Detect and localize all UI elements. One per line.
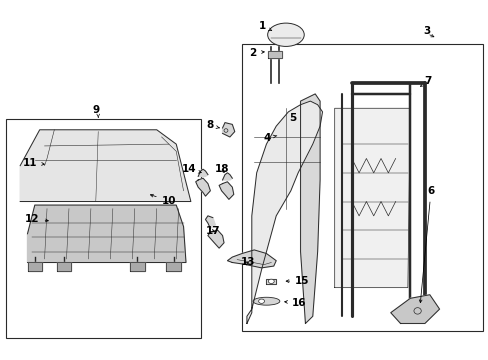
Polygon shape	[166, 262, 181, 271]
Text: 5: 5	[289, 113, 296, 123]
Polygon shape	[27, 262, 42, 271]
Text: 15: 15	[285, 276, 309, 286]
Polygon shape	[207, 230, 224, 248]
Text: 3: 3	[423, 26, 430, 36]
Polygon shape	[246, 101, 322, 323]
Polygon shape	[300, 94, 320, 323]
Text: 7: 7	[424, 76, 431, 86]
Bar	[242, 44, 483, 330]
Polygon shape	[130, 262, 144, 271]
Ellipse shape	[268, 279, 274, 283]
Ellipse shape	[252, 297, 279, 305]
Text: 17: 17	[205, 226, 220, 236]
Polygon shape	[219, 182, 233, 199]
Polygon shape	[266, 279, 276, 284]
Polygon shape	[334, 108, 409, 288]
Polygon shape	[390, 295, 439, 323]
Text: 12: 12	[25, 214, 48, 224]
Text: 14: 14	[182, 164, 201, 174]
Text: 4: 4	[264, 133, 276, 143]
Polygon shape	[198, 169, 207, 176]
Bar	[5, 119, 200, 338]
Text: 6: 6	[418, 186, 434, 303]
Polygon shape	[227, 250, 276, 268]
Ellipse shape	[258, 299, 264, 303]
Polygon shape	[268, 51, 281, 58]
Polygon shape	[27, 205, 185, 262]
Text: 13: 13	[241, 257, 255, 267]
Text: 1: 1	[259, 21, 271, 31]
Polygon shape	[20, 130, 190, 202]
Polygon shape	[57, 262, 71, 271]
Text: 11: 11	[23, 158, 44, 168]
Polygon shape	[222, 123, 234, 137]
Polygon shape	[205, 216, 215, 228]
Text: 18: 18	[214, 164, 228, 174]
Text: 9: 9	[92, 105, 99, 115]
Text: 2: 2	[249, 48, 264, 58]
Ellipse shape	[267, 23, 304, 46]
Text: 16: 16	[284, 298, 306, 308]
Polygon shape	[195, 178, 210, 196]
Text: 8: 8	[206, 121, 219, 130]
Polygon shape	[222, 173, 232, 180]
Text: 10: 10	[150, 194, 176, 206]
